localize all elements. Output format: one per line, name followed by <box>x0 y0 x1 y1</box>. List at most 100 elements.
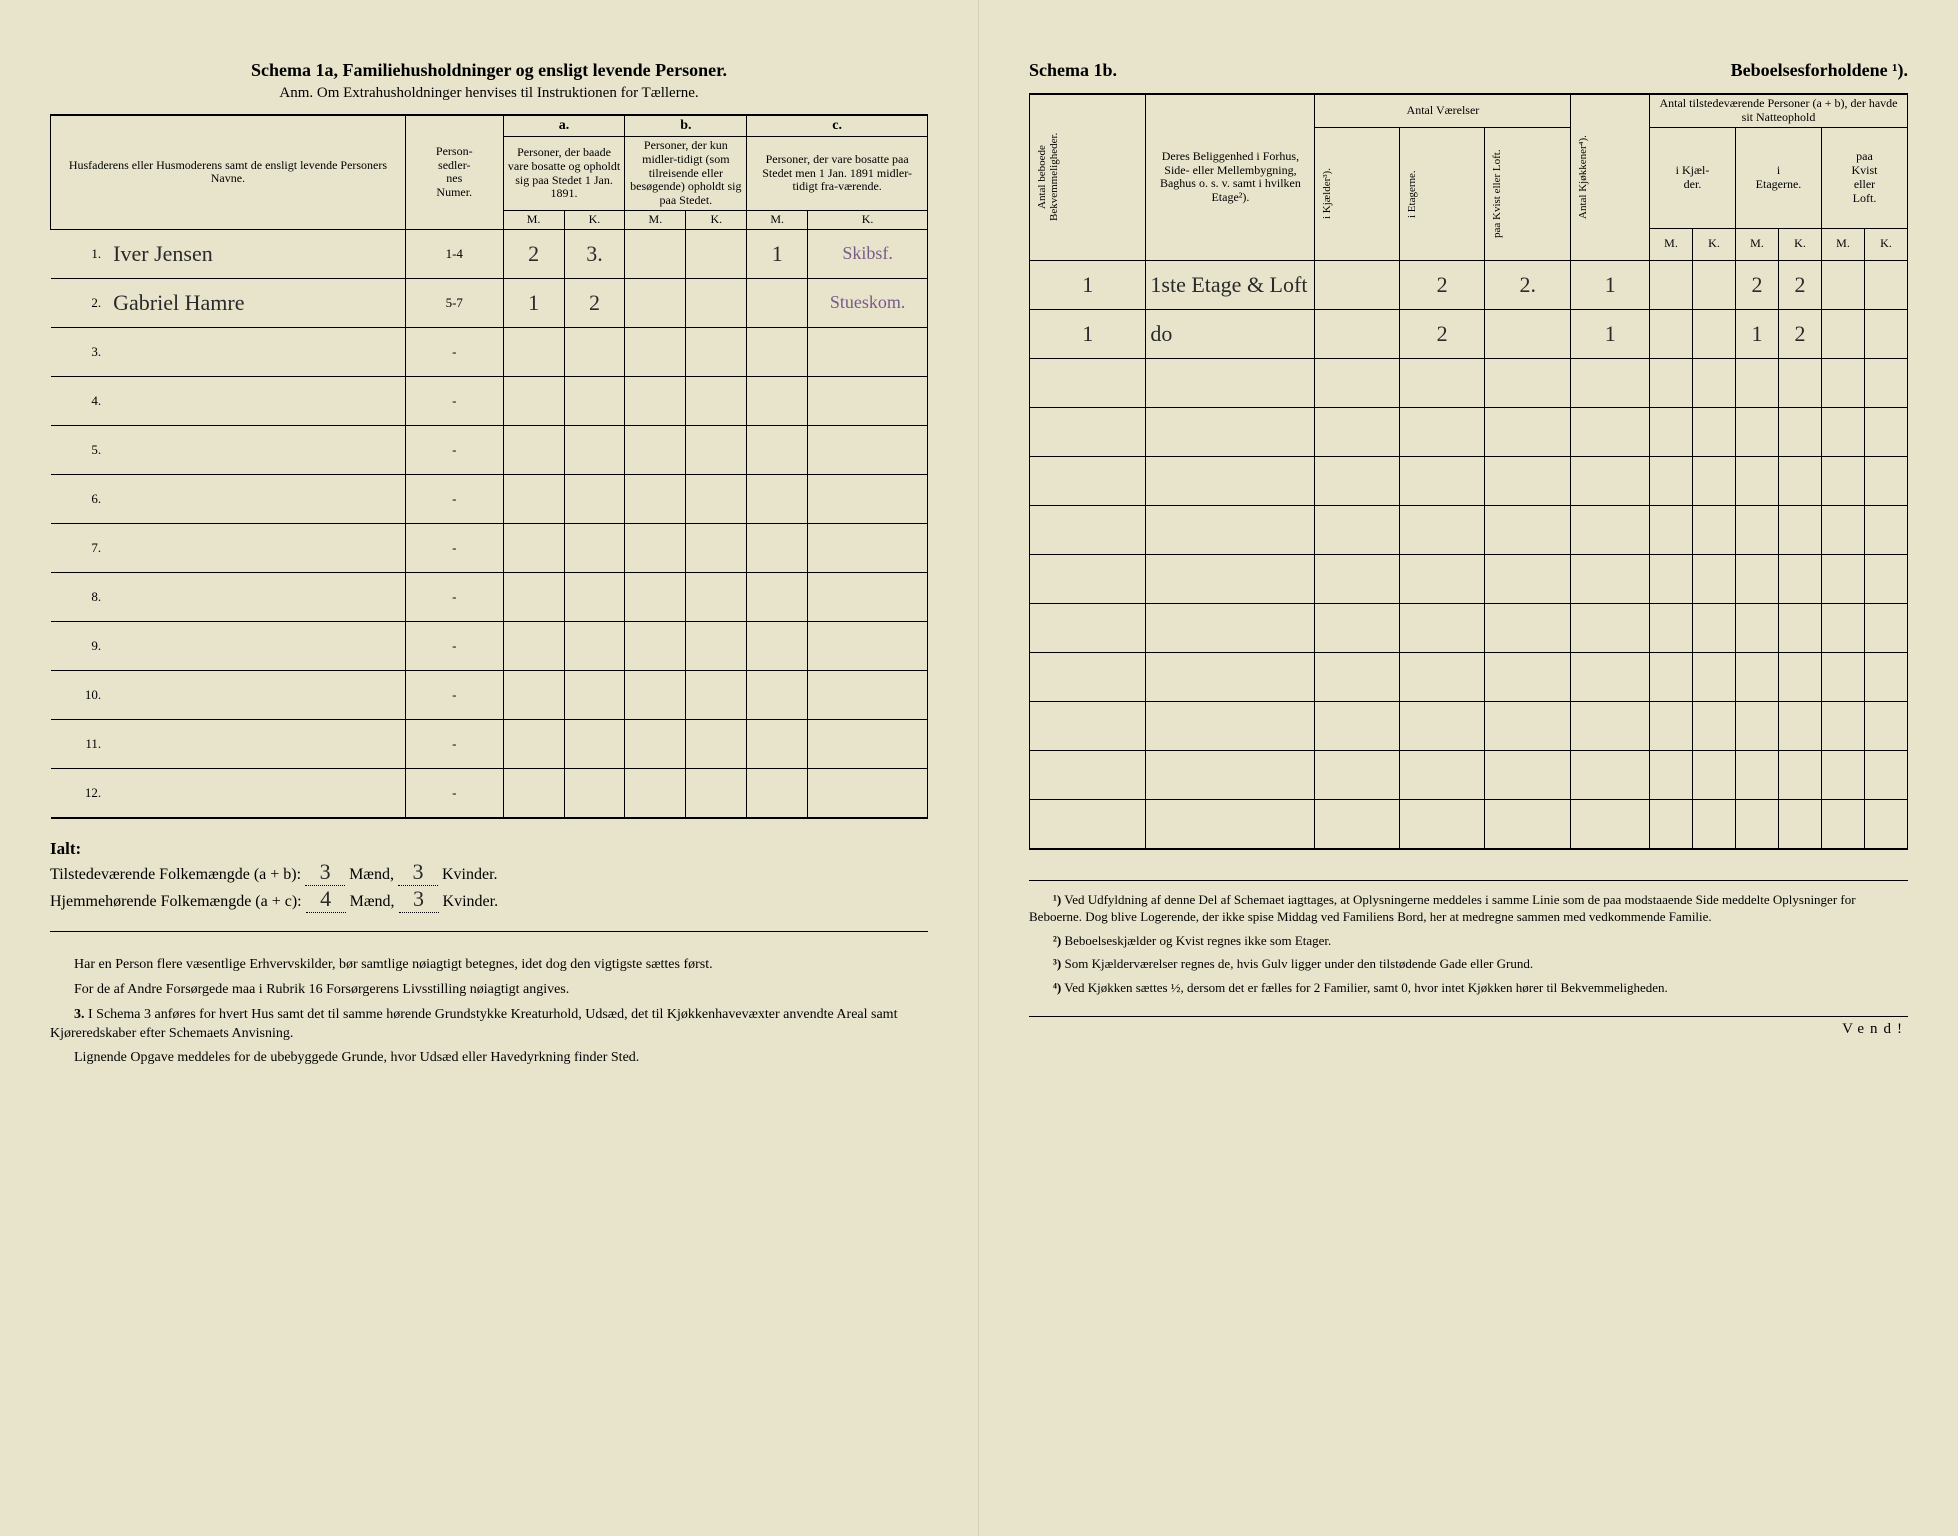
cell-bK <box>686 621 747 670</box>
cell-bekv <box>1030 456 1146 505</box>
tot1-kvinder: Kvinder. <box>442 866 498 883</box>
cell-belig <box>1146 456 1315 505</box>
cell-etM <box>1736 701 1779 750</box>
cell-kj <box>1315 505 1400 554</box>
hdr-bekv: Antal beboede Bekvemmeligheder. <box>1030 94 1146 260</box>
cell-etK: 2 <box>1779 260 1822 309</box>
cell-etM <box>1736 652 1779 701</box>
tot2-label: Hjemmehørende Folkemængde (a + c): <box>50 893 302 910</box>
cell-cM <box>747 327 808 376</box>
cell-kv <box>1485 603 1571 652</box>
cell-et <box>1400 603 1485 652</box>
cell-kvK <box>1865 701 1908 750</box>
cell-cM <box>747 425 808 474</box>
cell-num: - <box>405 719 503 768</box>
cell-belig: do <box>1146 309 1315 358</box>
cell-kk <box>1571 652 1650 701</box>
cell-name <box>107 621 405 670</box>
cell-kvK <box>1865 554 1908 603</box>
cell-kjK <box>1693 701 1736 750</box>
tot2-k: 3 <box>399 886 439 913</box>
cell-kk <box>1571 701 1650 750</box>
cell-cM <box>747 670 808 719</box>
cell-cM <box>747 278 808 327</box>
cell-aK <box>564 621 625 670</box>
cell-cM <box>747 621 808 670</box>
footnote-1: ¹) Ved Udfyldning af denne Del af Schema… <box>1029 891 1908 926</box>
hdr-kjokken: Antal Kjøkkener⁴). <box>1571 94 1650 260</box>
cell-kvK <box>1865 309 1908 358</box>
cell-kjM <box>1650 799 1693 849</box>
table-1b: Antal beboede Bekvemmeligheder. Deres Be… <box>1029 93 1908 850</box>
table-row: 3. - <box>51 327 928 376</box>
cell-kvK <box>1865 358 1908 407</box>
cell-name <box>107 572 405 621</box>
ialt-label: Ialt: <box>50 839 928 859</box>
cell-kv <box>1485 799 1571 849</box>
cell-etM <box>1736 799 1779 849</box>
cell-kvM <box>1822 750 1865 799</box>
cell-belig <box>1146 701 1315 750</box>
cell-name: Gabriel Hamre <box>107 278 405 327</box>
schema1b-title-right: Beboelsesforholdene ¹). <box>1731 60 1908 81</box>
cell-cK: Skibsf. <box>808 229 928 278</box>
hdr-num: Person- sedler- nes Numer. <box>405 115 503 229</box>
cell-bK <box>686 523 747 572</box>
cell-bK <box>686 425 747 474</box>
cell-kvM <box>1822 260 1865 309</box>
cell-etM <box>1736 358 1779 407</box>
cell-etM: 2 <box>1736 260 1779 309</box>
cell-kvK <box>1865 260 1908 309</box>
cell-cK <box>808 523 928 572</box>
table-row <box>1030 554 1908 603</box>
cell-kv <box>1485 554 1571 603</box>
tot2-m: 4 <box>306 886 346 913</box>
cell-aK <box>564 376 625 425</box>
cell-bekv: 1 <box>1030 260 1146 309</box>
cell-kjK <box>1693 799 1736 849</box>
table-row <box>1030 799 1908 849</box>
hdr-kjK: K. <box>1693 228 1736 260</box>
hdr-ietag: i Etagerne. <box>1736 127 1822 228</box>
cell-cM <box>747 719 808 768</box>
table-row: 6. - <box>51 474 928 523</box>
cell-bekv <box>1030 554 1146 603</box>
cell-aM <box>503 670 564 719</box>
cell-kv <box>1485 505 1571 554</box>
row-number: 5. <box>51 425 108 474</box>
table-row <box>1030 456 1908 505</box>
cell-bK <box>686 229 747 278</box>
table-row <box>1030 750 1908 799</box>
cell-et <box>1400 456 1485 505</box>
cell-aK <box>564 719 625 768</box>
tot1-k: 3 <box>398 859 438 886</box>
body-p2: For de af Andre Forsørgede maa i Rubrik … <box>50 981 928 1000</box>
cell-kjK <box>1693 358 1736 407</box>
body-p4: Lignende Opgave meddeles for de ubebygge… <box>50 1049 928 1068</box>
totals-block: Ialt: Tilstedeværende Folkemængde (a + b… <box>50 839 928 913</box>
cell-bK <box>686 719 747 768</box>
table-1a: Husfaderens eller Husmoderens samt de en… <box>50 114 928 819</box>
cell-aM <box>503 327 564 376</box>
cell-etM <box>1736 456 1779 505</box>
cell-etK <box>1779 358 1822 407</box>
table-row: 1 1ste Etage & Loft 2 2. 1 2 2 <box>1030 260 1908 309</box>
cell-etM <box>1736 554 1779 603</box>
cell-kjM <box>1650 701 1693 750</box>
row-number: 12. <box>51 768 108 818</box>
cell-etM <box>1736 750 1779 799</box>
cell-etM <box>1736 505 1779 554</box>
cell-kjM <box>1650 554 1693 603</box>
cell-name <box>107 719 405 768</box>
cell-num: - <box>405 425 503 474</box>
cell-bK <box>686 572 747 621</box>
cell-aM <box>503 572 564 621</box>
cell-belig <box>1146 750 1315 799</box>
body-p3-text: I Schema 3 anføres for hvert Hus samt de… <box>50 1007 897 1041</box>
cell-kv <box>1485 358 1571 407</box>
cell-etK <box>1779 750 1822 799</box>
cell-kvM <box>1822 603 1865 652</box>
cell-aK <box>564 768 625 818</box>
cell-belig <box>1146 358 1315 407</box>
cell-kvM <box>1822 505 1865 554</box>
